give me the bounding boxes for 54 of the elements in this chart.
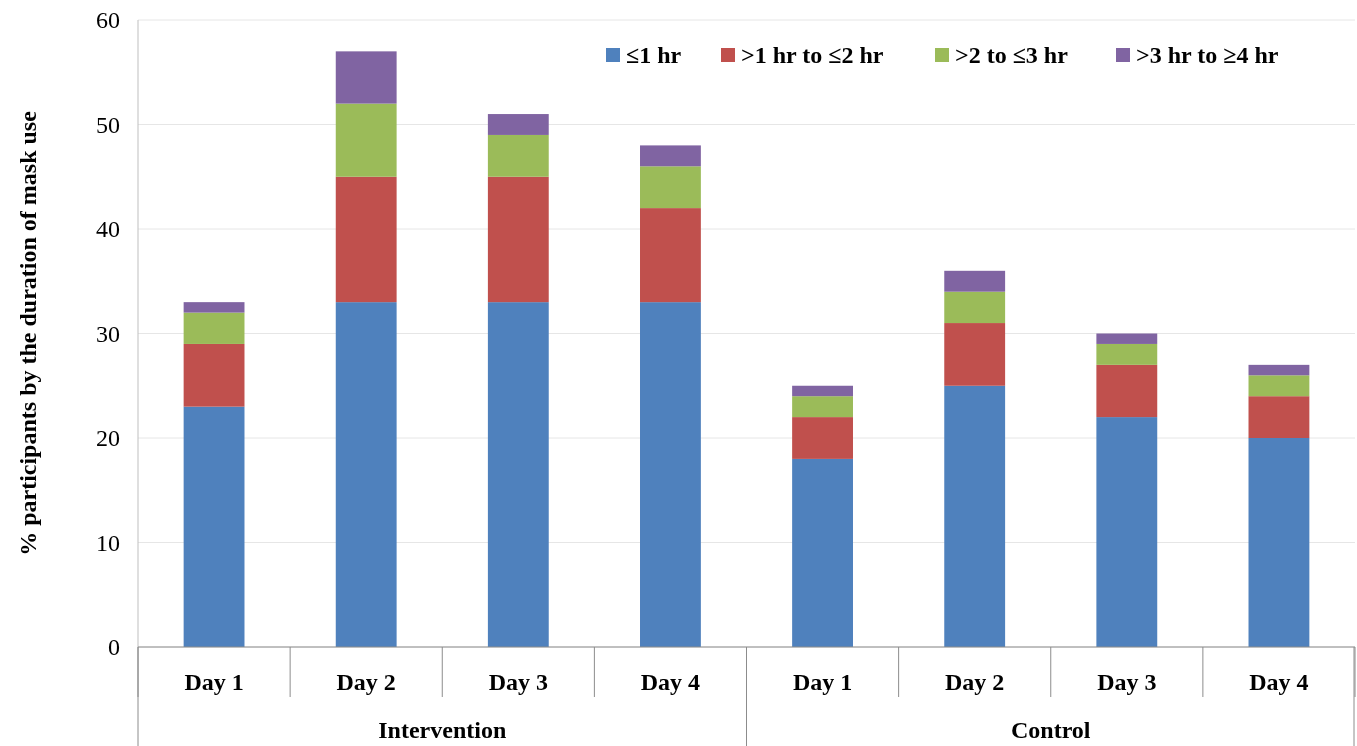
bar [487,176,549,303]
bar [640,145,701,167]
bar [1096,417,1158,647]
bar [792,458,853,647]
bar [944,385,1006,647]
x-tick-label: Day 1 [184,669,244,696]
bar [335,103,397,177]
bar [1096,333,1158,344]
bar [335,302,397,647]
bar [640,302,701,647]
bar [640,208,701,303]
x-tick-label: Day 3 [1097,669,1157,696]
bar [792,396,853,418]
bar [183,312,245,344]
text: Control [1010,717,1091,744]
bar [944,291,1006,324]
bar [183,343,245,407]
x-tick-label: Day 2 [945,669,1005,696]
bar [1096,343,1158,365]
y-axis-title: % participants by the duration of mask use [15,110,42,556]
bar [335,176,397,303]
legend-label: >1 hr to ≤2 hr [741,42,884,69]
y-tick-label: 10 [96,529,120,556]
bar [1096,364,1158,418]
bar [792,417,853,459]
x-tick-label: Day 3 [488,669,548,696]
bar [487,134,549,177]
y-tick-label: 60 [96,7,120,34]
bar [183,302,245,313]
bar [792,385,853,397]
legend-label: >3 hr to ≥4 hr [1136,42,1279,69]
bar [944,323,1006,386]
y-tick-label: 50 [96,111,120,138]
x-tick-label: Day 4 [1249,669,1309,696]
text: Intervention [378,717,507,744]
legend-label: >2 to ≤3 hr [955,42,1069,69]
bar [640,166,701,209]
bar [1248,438,1310,647]
bar [1248,396,1310,438]
x-tick-label: Day 2 [336,669,396,696]
y-tick-label: 20 [96,425,120,452]
y-tick-label: 40 [96,216,120,243]
bar [1248,364,1310,376]
x-tick-label: Day 1 [792,669,853,696]
bar [944,270,1006,292]
bar [1248,375,1310,397]
y-tick-label: 0 [108,634,120,661]
bar [335,51,397,104]
legend-label: ≤1 hr [626,42,682,69]
bar [487,302,549,647]
x-tick-label: Day 4 [640,669,701,696]
bar [487,114,549,135]
bar [183,406,245,647]
y-tick-label: 30 [96,320,120,347]
